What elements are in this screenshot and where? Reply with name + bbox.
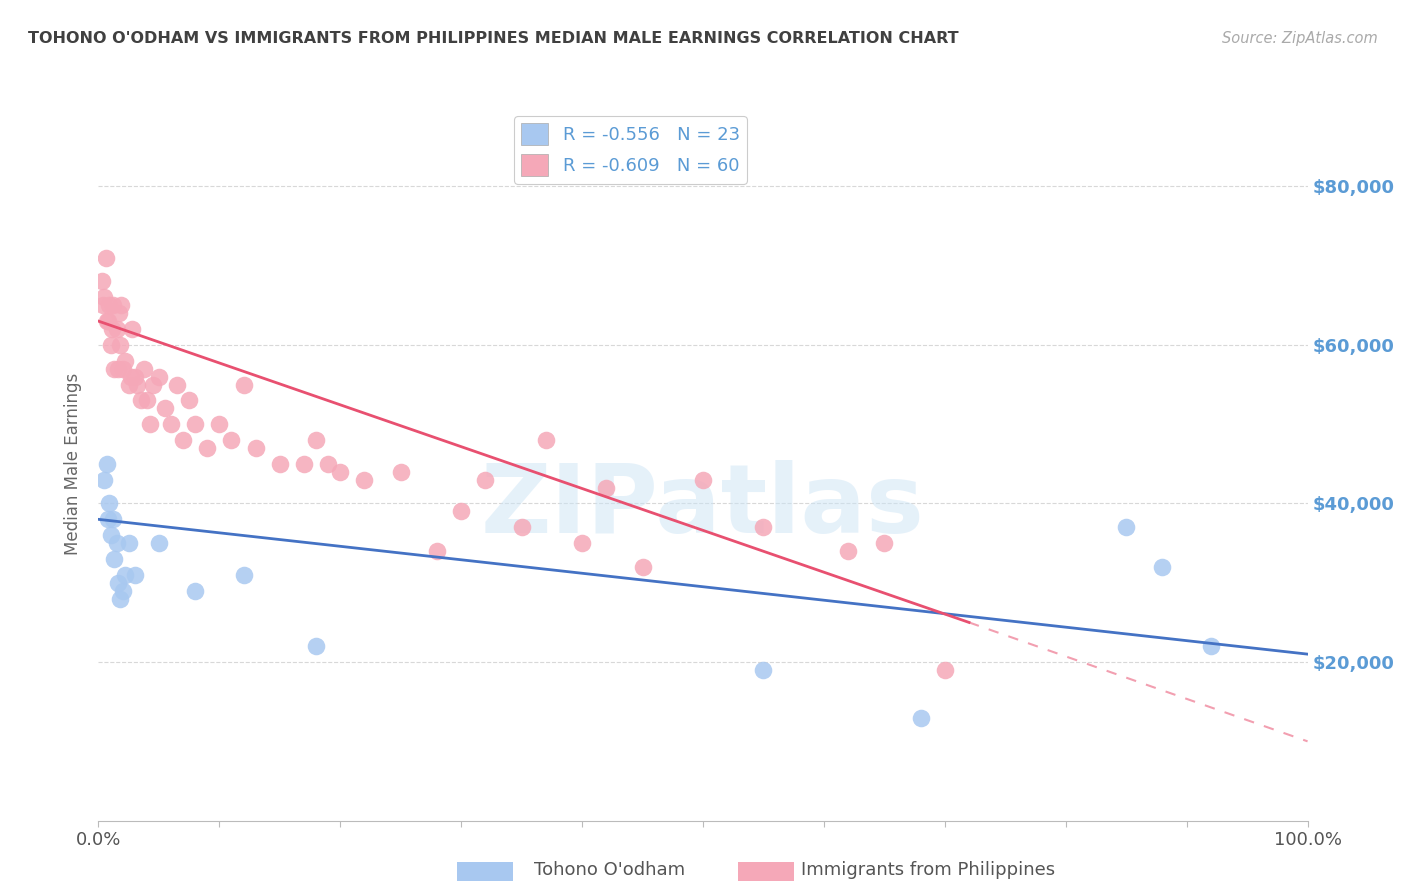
Text: Immigrants from Philippines: Immigrants from Philippines [801, 861, 1056, 879]
Point [329, 465, 352, 479]
Point [873, 536, 896, 550]
Point [232, 567, 254, 582]
Point [107, 361, 129, 376]
Point [103, 361, 125, 376]
Point [208, 417, 231, 432]
Point [571, 536, 593, 550]
Point [450, 504, 472, 518]
Point [98, 298, 121, 312]
Point [94, 251, 117, 265]
Point [124, 369, 146, 384]
Point [292, 457, 315, 471]
Point [934, 663, 956, 677]
Point [269, 457, 291, 471]
Point [153, 401, 176, 416]
Point [100, 338, 122, 352]
Legend: R = -0.556   N = 23, R = -0.609   N = 60: R = -0.556 N = 23, R = -0.609 N = 60 [515, 116, 747, 184]
Point [160, 417, 183, 432]
Text: TOHONO O'ODHAM VS IMMIGRANTS FROM PHILIPPINES MEDIAN MALE EARNINGS CORRELATION C: TOHONO O'ODHAM VS IMMIGRANTS FROM PHILIP… [28, 31, 959, 46]
Point [105, 322, 128, 336]
Point [316, 457, 339, 471]
Text: ZIPatlas: ZIPatlas [481, 460, 925, 553]
Point [108, 591, 131, 606]
Point [245, 441, 267, 455]
Point [96, 314, 118, 328]
Point [1115, 520, 1137, 534]
Point [184, 583, 207, 598]
Point [108, 306, 131, 320]
Point [510, 520, 533, 534]
Point [100, 528, 122, 542]
Point [127, 377, 149, 392]
Point [148, 536, 170, 550]
Point [111, 583, 134, 598]
Point [166, 377, 188, 392]
Point [100, 322, 122, 336]
Point [110, 298, 132, 312]
Point [121, 322, 143, 336]
Point [389, 465, 412, 479]
Point [96, 457, 118, 471]
Point [124, 567, 146, 582]
Point [107, 575, 129, 590]
Point [910, 710, 932, 724]
Point [105, 536, 128, 550]
Point [752, 663, 775, 677]
Point [103, 552, 125, 566]
Point [534, 433, 557, 447]
Point [93, 290, 115, 304]
Point [101, 512, 124, 526]
Text: Source: ZipAtlas.com: Source: ZipAtlas.com [1222, 31, 1378, 46]
Point [129, 393, 152, 408]
Point [98, 496, 121, 510]
Point [837, 544, 859, 558]
Point [93, 473, 115, 487]
Point [114, 353, 136, 368]
Point [108, 338, 131, 352]
Y-axis label: Median Male Earnings: Median Male Earnings [65, 373, 83, 555]
Text: Tohono O'odham: Tohono O'odham [534, 861, 685, 879]
Point [142, 377, 165, 392]
Point [595, 481, 617, 495]
Point [305, 433, 328, 447]
Point [1199, 639, 1222, 653]
Point [195, 441, 218, 455]
Point [118, 377, 141, 392]
Point [111, 361, 134, 376]
Point [148, 369, 170, 384]
Point [752, 520, 775, 534]
Point [114, 567, 136, 582]
Point [172, 433, 194, 447]
Point [135, 393, 157, 408]
Point [101, 298, 124, 312]
Point [91, 298, 114, 312]
Point [97, 314, 120, 328]
Point [221, 433, 243, 447]
Point [97, 512, 120, 526]
Point [353, 473, 375, 487]
Point [91, 275, 114, 289]
Point [179, 393, 201, 408]
Point [139, 417, 162, 432]
Point [120, 369, 142, 384]
Point [631, 560, 654, 574]
Point [118, 536, 141, 550]
Point [305, 639, 328, 653]
Point [232, 377, 254, 392]
Point [692, 473, 714, 487]
Point [426, 544, 449, 558]
Point [1152, 560, 1174, 574]
Point [134, 361, 156, 376]
Point [184, 417, 207, 432]
Point [474, 473, 496, 487]
